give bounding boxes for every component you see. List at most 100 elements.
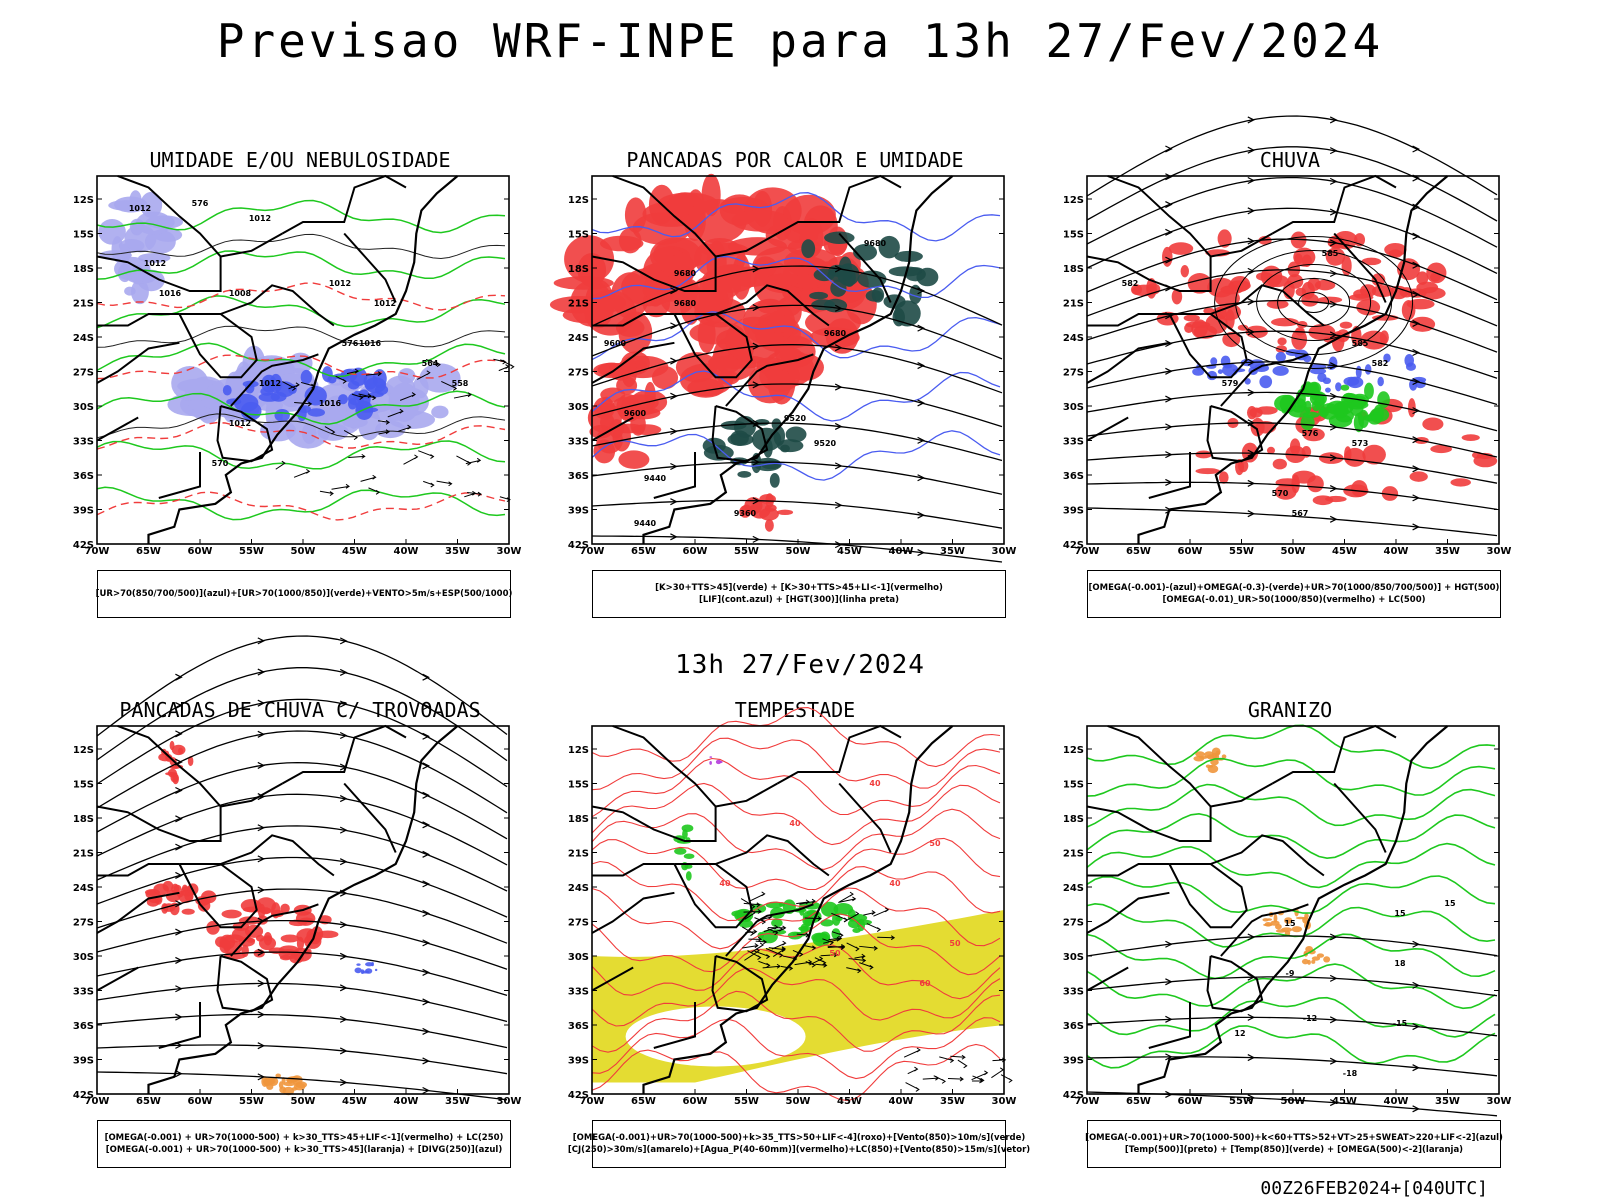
- streamline-arrow: [422, 939, 430, 947]
- geopotential-streamline: [1086, 422, 1498, 458]
- contour-label: 9520: [814, 439, 837, 448]
- lon-tick-label: 45W: [342, 546, 367, 557]
- omega-blue-area: [1217, 369, 1223, 374]
- purple-marker: [709, 760, 712, 765]
- geopotential-streamline: [1086, 238, 1498, 301]
- streamline-arrow: [1412, 465, 1420, 473]
- humidity-low-contour: [96, 440, 506, 470]
- lat-tick-label: 18S: [73, 264, 94, 275]
- omega-blue-area: [1244, 378, 1251, 385]
- streamline-arrow: [422, 850, 430, 858]
- streamline-arrow: [1247, 146, 1256, 154]
- wind-vector: [288, 382, 300, 390]
- thunder-red-area: [289, 952, 304, 964]
- panel-title-umidade: UMIDADE E/OU NEBULOSIDADE: [149, 148, 451, 172]
- omega-orange: [1195, 751, 1205, 758]
- wind-vector: [933, 1075, 946, 1084]
- contour-label: 9440: [644, 474, 667, 483]
- omega-orange: [1205, 764, 1211, 768]
- lon-tick-label: 70W: [1075, 546, 1100, 557]
- thunder-red-area: [618, 450, 650, 469]
- thunder-red-area: [162, 880, 174, 892]
- wind-vector: [740, 898, 756, 910]
- rain-red-area: [1362, 444, 1386, 465]
- streamline-arrow: [1329, 1099, 1338, 1107]
- country-border: [96, 416, 139, 442]
- streamline-arrow: [1165, 339, 1173, 348]
- humidity-700-shade: [130, 279, 149, 305]
- streamline-arrow: [834, 422, 843, 431]
- wind-vector: [335, 375, 347, 384]
- contour-label: 50: [829, 949, 841, 958]
- streamline-arrow: [1412, 1023, 1420, 1031]
- lat-tick-label: 15S: [568, 780, 589, 791]
- streamline-arrow: [175, 956, 183, 964]
- rain-red-area: [1168, 242, 1194, 255]
- streamline-arrow: [1165, 1053, 1173, 1061]
- country-border: [653, 1002, 696, 1049]
- omega-orange: [1295, 916, 1306, 920]
- geopotential-streamline: [1086, 481, 1498, 511]
- streamline-arrow: [1412, 1105, 1420, 1113]
- wind-vector: [755, 939, 768, 945]
- rain-red-area: [1272, 458, 1287, 470]
- lat-tick-label: 36S: [568, 471, 589, 482]
- streamline-arrow: [1165, 201, 1173, 209]
- wind-vector: [859, 945, 878, 951]
- country-border: [343, 782, 397, 853]
- streamline-arrow: [1412, 261, 1420, 269]
- geopotential-streamline: [1086, 269, 1498, 327]
- thunder-red-area: [296, 936, 305, 951]
- wind-850-green: [683, 853, 695, 859]
- omega-blue-area: [1275, 351, 1287, 362]
- streamline-arrow: [257, 699, 266, 707]
- streamline-arrow: [1247, 358, 1256, 366]
- contour-label: -12: [1303, 1014, 1317, 1023]
- thunder-red-area: [764, 504, 777, 512]
- streamline-arrow: [1165, 256, 1173, 264]
- streamline-arrow: [1412, 407, 1420, 415]
- lon-tick-label: 65W: [631, 1096, 656, 1107]
- wind-vector: [957, 1059, 968, 1069]
- country-border: [1168, 863, 1248, 929]
- lc-850-contour: [591, 913, 1001, 976]
- lc-850-contour: [591, 737, 1001, 791]
- streamline-arrow: [834, 383, 843, 391]
- wind-850-green: [759, 929, 778, 944]
- lon-tick-label: 55W: [1229, 1096, 1254, 1107]
- lat-tick-label: 15S: [1063, 780, 1084, 791]
- country-border: [220, 834, 335, 877]
- lon-tick-label: 65W: [1126, 1096, 1151, 1107]
- streamline-arrow: [834, 462, 843, 470]
- streamline-arrow: [1247, 298, 1256, 306]
- thunder-red-area: [630, 412, 646, 436]
- wind-vector: [368, 487, 380, 495]
- orange-area: [262, 1077, 275, 1086]
- humidity-700-shade: [431, 405, 449, 419]
- lon-tick-label: 70W: [1075, 1096, 1100, 1107]
- contour-label: 576: [342, 339, 359, 348]
- omega-blue-area: [1343, 376, 1360, 386]
- streamline-arrow: [1165, 940, 1173, 948]
- contour-label: 1012: [144, 259, 166, 268]
- wind-vector: [907, 1066, 919, 1075]
- panel-pancadas-trovoadas: PANCADAS DE CHUVA C/ TROVOADAS 12S 15S 18S…: [73, 635, 521, 1178]
- wind-850-green: [787, 931, 803, 940]
- contour-label: -9: [1286, 969, 1295, 978]
- contour-label: 570: [1272, 489, 1289, 498]
- streamline-arrow: [1329, 392, 1338, 400]
- wind-250-streamline: [96, 730, 508, 814]
- streamline-arrow: [175, 843, 183, 851]
- contour-label: 40: [889, 879, 901, 888]
- country-border: [776, 174, 902, 235]
- streamline-arrow: [339, 637, 348, 645]
- humidity-700-shade: [157, 216, 175, 229]
- contour-label: 15: [1284, 919, 1296, 928]
- streamline-arrow: [175, 815, 183, 823]
- lat-tick-label: 39S: [1063, 1056, 1084, 1067]
- temp-850-contour: [1086, 963, 1496, 1010]
- thunder-red-area: [671, 193, 694, 218]
- wind-vector: [854, 953, 866, 959]
